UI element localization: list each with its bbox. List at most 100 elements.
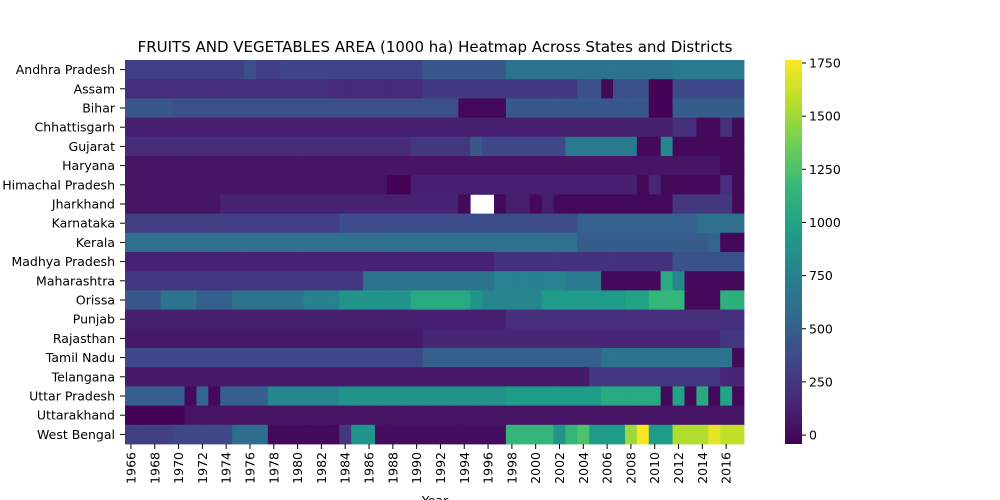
heatmap-cell — [589, 328, 602, 349]
heatmap-cell — [220, 348, 233, 368]
heatmap-cell — [410, 386, 423, 406]
heatmap-cell — [279, 232, 293, 253]
heatmap-cell — [541, 98, 554, 118]
heatmap-cell — [672, 271, 685, 291]
heatmap-cell — [267, 309, 281, 330]
heatmap-cell — [684, 136, 697, 157]
heatmap-cell — [601, 136, 614, 157]
heatmap-cell — [160, 328, 174, 349]
heatmap-cell — [291, 213, 304, 234]
heatmap-cell — [565, 117, 578, 138]
heatmap-cell — [636, 348, 650, 368]
heatmap-cell — [208, 175, 221, 195]
heatmap-cell — [505, 213, 519, 234]
heatmap-cell — [565, 79, 578, 99]
heatmap-cell — [601, 98, 614, 118]
heatmap-cell — [517, 232, 531, 253]
heatmap-cell — [208, 290, 221, 310]
heatmap-cell — [339, 175, 352, 195]
heatmap-cell — [339, 232, 352, 253]
heatmap-cell — [315, 290, 328, 310]
heatmap-cell — [732, 156, 745, 176]
heatmap-cell — [339, 290, 352, 310]
heatmap-cell — [136, 424, 150, 445]
heatmap-cell — [565, 60, 578, 80]
heatmap-cell — [315, 328, 328, 349]
heatmap-cell — [374, 367, 388, 387]
heatmap-cell — [291, 405, 304, 426]
heatmap-cell — [315, 194, 328, 214]
heatmap-cell — [279, 156, 293, 176]
heatmap-cell — [125, 424, 138, 445]
heatmap-cell — [529, 386, 543, 406]
x-tick-label: 1990 — [409, 452, 424, 484]
heatmap-cell — [577, 424, 590, 445]
heatmap-cell — [244, 156, 257, 176]
heatmap-cell — [172, 386, 185, 406]
heatmap-cell — [482, 136, 495, 157]
heatmap-cell — [232, 213, 245, 234]
heatmap-cell — [529, 309, 543, 330]
heatmap-cell — [517, 309, 531, 330]
heatmap-cell — [636, 424, 650, 445]
heatmap-cell — [374, 136, 388, 157]
heatmap-cell — [613, 367, 626, 387]
heatmap-cell — [244, 405, 257, 426]
heatmap-cell — [279, 194, 293, 214]
heatmap-cell — [315, 156, 328, 176]
heatmap-cell — [589, 98, 602, 118]
heatmap-cell — [696, 348, 709, 368]
heatmap-cell — [184, 252, 197, 272]
heatmap-cell — [470, 213, 483, 234]
heatmap-cell — [351, 232, 364, 253]
heatmap-cell — [232, 98, 245, 118]
heatmap-cell — [708, 117, 721, 138]
heatmap-cell — [148, 252, 162, 272]
heatmap-cell — [386, 405, 400, 426]
heatmap-cell — [541, 328, 554, 349]
heatmap-cell — [470, 117, 483, 138]
heatmap-cell — [458, 328, 471, 349]
heatmap-cell — [339, 386, 352, 406]
heatmap-cell — [446, 386, 459, 406]
heatmap-cell — [279, 348, 293, 368]
heatmap-cell — [255, 60, 269, 80]
heatmap-cell — [624, 232, 638, 253]
heatmap-cell — [732, 309, 745, 330]
heatmap-cell — [255, 117, 269, 138]
heatmap-cell — [446, 79, 459, 99]
heatmap-cell — [327, 328, 340, 349]
heatmap-cell — [565, 348, 578, 368]
x-tick-label: 2008 — [623, 452, 638, 484]
heatmap-cell — [303, 79, 316, 99]
heatmap-cell — [232, 156, 245, 176]
heatmap-cell — [220, 252, 233, 272]
heatmap-cell — [458, 136, 471, 157]
heatmap-cell — [196, 194, 209, 214]
heatmap-cell — [541, 232, 554, 253]
heatmap-cell — [255, 213, 269, 234]
heatmap-cell — [255, 367, 269, 387]
heatmap-cell — [374, 117, 388, 138]
heatmap-cell — [422, 136, 435, 157]
heatmap-cell — [125, 98, 138, 118]
heatmap-cell — [684, 60, 697, 80]
heatmap-cell — [482, 309, 495, 330]
heatmap-cell — [351, 136, 364, 157]
heatmap-cell — [470, 252, 483, 272]
heatmap-cell — [434, 328, 447, 349]
heatmap-cell — [422, 290, 435, 310]
heatmap-cell — [708, 367, 721, 387]
heatmap-cell — [339, 424, 352, 445]
heatmap-cell — [184, 60, 197, 80]
heatmap-cell — [720, 98, 733, 118]
heatmap-cell — [434, 194, 447, 214]
heatmap-cell — [351, 194, 364, 214]
heatmap-cell — [613, 405, 626, 426]
heatmap-cell — [624, 213, 638, 234]
heatmap-cell — [351, 60, 364, 80]
heatmap-cell — [351, 424, 364, 445]
heatmap-cell — [553, 60, 566, 80]
heatmap-cell — [505, 367, 519, 387]
